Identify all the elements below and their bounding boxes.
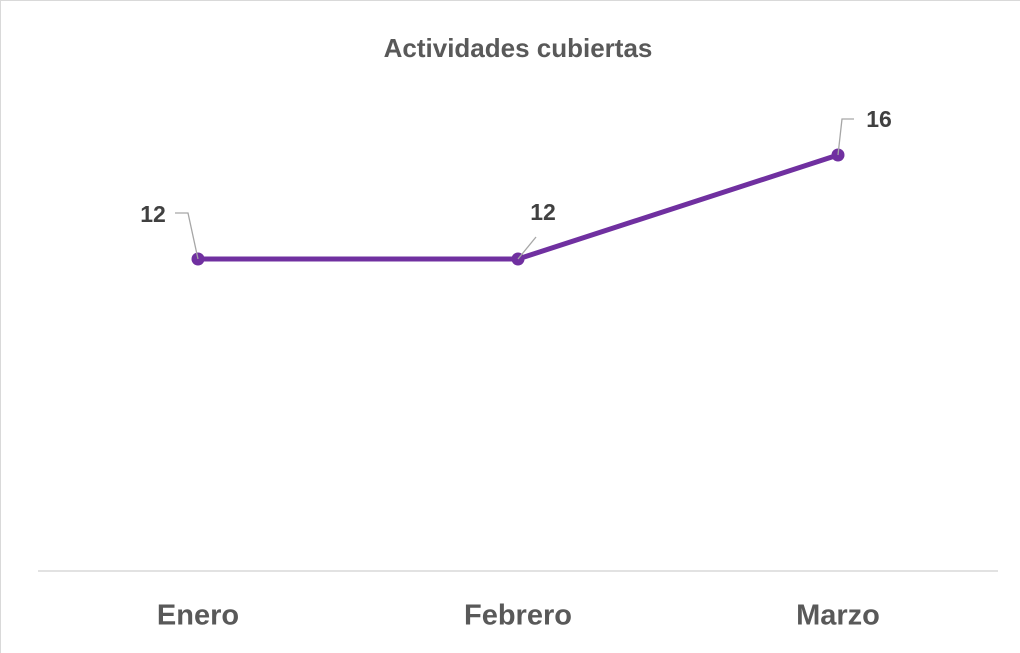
leader-line xyxy=(837,118,854,156)
data-label: 12 xyxy=(140,201,166,227)
leader-line xyxy=(517,236,537,260)
x-tick-label: Febrero xyxy=(464,600,572,632)
data-label: 12 xyxy=(530,199,556,225)
x-tick-label: Marzo xyxy=(796,600,880,632)
data-label: 16 xyxy=(866,106,892,132)
chart-title: Actividades cubiertas xyxy=(384,33,653,63)
leader-line xyxy=(175,212,199,260)
x-tick-label: Enero xyxy=(157,600,239,632)
